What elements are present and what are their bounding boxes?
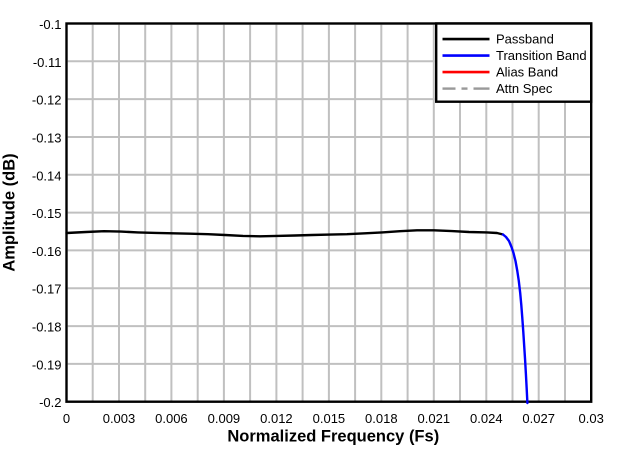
svg-text:0.003: 0.003 bbox=[103, 411, 136, 426]
svg-text:0.03: 0.03 bbox=[579, 411, 604, 426]
svg-text:0.009: 0.009 bbox=[208, 411, 241, 426]
svg-text:Attn Spec: Attn Spec bbox=[496, 81, 553, 96]
svg-text:-0.13: -0.13 bbox=[32, 131, 62, 146]
svg-text:-0.18: -0.18 bbox=[32, 320, 62, 335]
svg-text:-0.2: -0.2 bbox=[39, 395, 61, 410]
svg-text:0.021: 0.021 bbox=[418, 411, 451, 426]
svg-text:0.018: 0.018 bbox=[365, 411, 398, 426]
svg-text:-0.1: -0.1 bbox=[39, 17, 61, 32]
svg-text:-0.11: -0.11 bbox=[33, 55, 62, 70]
svg-text:Normalized Frequency (Fs): Normalized Frequency (Fs) bbox=[227, 428, 439, 446]
svg-text:0.006: 0.006 bbox=[155, 411, 188, 426]
svg-text:-0.15: -0.15 bbox=[32, 206, 62, 221]
svg-text:-0.12: -0.12 bbox=[32, 93, 62, 108]
svg-text:0.012: 0.012 bbox=[260, 411, 293, 426]
svg-text:0: 0 bbox=[63, 411, 70, 426]
svg-text:Amplitude (dB): Amplitude (dB) bbox=[1, 153, 19, 271]
svg-text:Alias Band: Alias Band bbox=[496, 65, 558, 80]
svg-text:-0.16: -0.16 bbox=[32, 244, 62, 259]
svg-text:0.024: 0.024 bbox=[470, 411, 503, 426]
svg-text:0.015: 0.015 bbox=[313, 411, 346, 426]
svg-text:0.027: 0.027 bbox=[522, 411, 555, 426]
svg-text:-0.19: -0.19 bbox=[32, 357, 62, 372]
svg-text:-0.17: -0.17 bbox=[32, 282, 62, 297]
svg-text:Passband: Passband bbox=[496, 32, 554, 47]
svg-text:-0.14: -0.14 bbox=[32, 168, 62, 183]
svg-text:Transition Band: Transition Band bbox=[496, 48, 587, 63]
